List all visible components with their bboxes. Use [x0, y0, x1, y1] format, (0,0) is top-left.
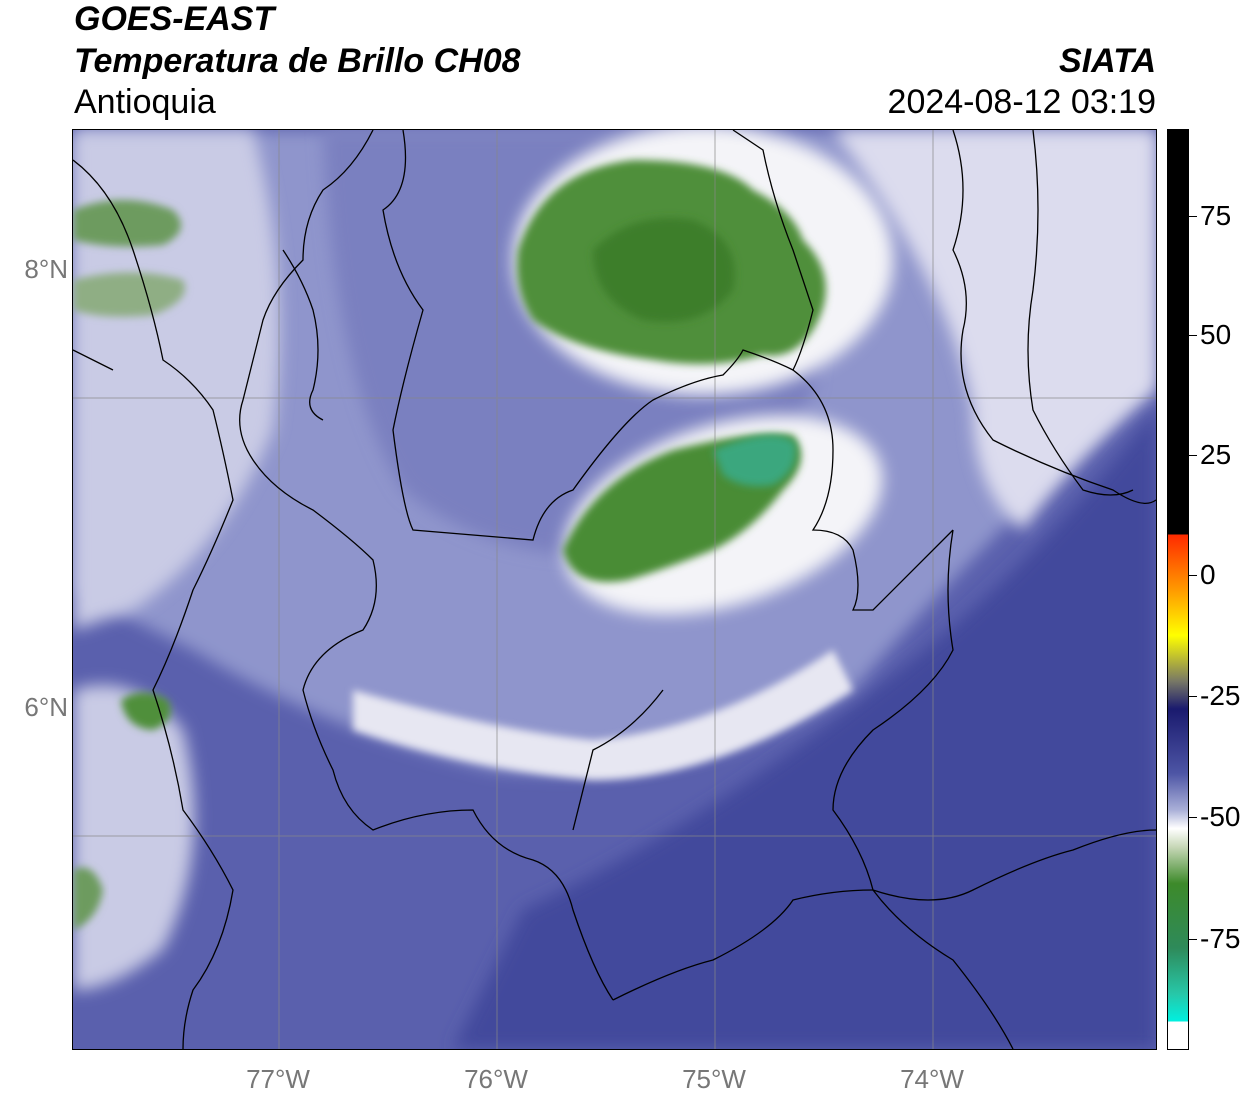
- convective-cell-northwest: [73, 200, 181, 247]
- valle-de-aburra-boundary: [572, 689, 664, 831]
- cloud-west-north: [73, 130, 280, 630]
- department-boundary-south: [612, 889, 874, 1001]
- colorbar-label: 50: [1200, 319, 1232, 350]
- lat-tick-label: 8°N: [24, 254, 68, 284]
- colorbar-label: -75: [1200, 923, 1241, 954]
- convective-core-center-cold: [713, 435, 797, 487]
- region-label: Antioquia: [74, 83, 216, 121]
- convective-cell-southwest-edge: [73, 867, 103, 930]
- datetime-label: 2024-08-12 03:19: [887, 83, 1156, 121]
- convective-core-north-inner: [593, 218, 735, 322]
- cloud-arc: [353, 650, 853, 780]
- cloud-east: [833, 130, 1156, 530]
- brightness-temperature-map: [73, 130, 1156, 1049]
- colorbar-label: 75: [1200, 200, 1232, 231]
- colorbar-label: 25: [1200, 439, 1232, 470]
- river-boundary-east: [1027, 130, 1134, 496]
- colorbar-tick: [1189, 216, 1197, 217]
- lat-tick-label: 6°N: [24, 692, 68, 722]
- colorbar-tick: [1189, 335, 1197, 336]
- cloud-west-south: [73, 685, 195, 990]
- gulf-of-uraba-coast: [282, 249, 324, 421]
- boundaries: [73, 130, 1156, 1049]
- clear-sky-region: [453, 410, 1156, 1049]
- colorbar-tick: [1189, 575, 1197, 576]
- lon-tick-label: 76°W: [464, 1064, 528, 1094]
- department-boundary-east: [832, 529, 1014, 1049]
- organization-label: SIATA: [1059, 42, 1156, 80]
- convective-cell-west: [73, 272, 185, 317]
- lon-tick-label: 74°W: [900, 1064, 964, 1094]
- antioquia-boundary-east: [792, 369, 954, 611]
- antioquia-boundary-north: [382, 130, 814, 541]
- gridlines: [73, 130, 1156, 1049]
- department-boundary-southeast: [872, 829, 1156, 901]
- coastline-inlet: [73, 349, 114, 371]
- department-boundary-northeast: [952, 130, 1156, 504]
- colorbar-label: -50: [1200, 801, 1241, 832]
- colorbar-tick: [1189, 455, 1197, 456]
- colorbar-label: -25: [1200, 680, 1241, 711]
- lon-tick-label: 75°W: [682, 1064, 746, 1094]
- colorbar-tick: [1189, 939, 1197, 940]
- satellite-title: GOES-EAST: [74, 0, 275, 38]
- colorbar-tick: [1189, 817, 1197, 818]
- antioquia-boundary-west: [239, 130, 614, 1001]
- lon-tick-label: 77°W: [246, 1064, 310, 1094]
- temperature-colorbar: [1167, 129, 1189, 1050]
- product-title: Temperatura de Brillo CH08: [74, 42, 521, 80]
- colorbar-tick: [1189, 696, 1197, 697]
- coastline-west: [73, 159, 234, 1049]
- convective-cell-southwest: [121, 692, 171, 730]
- colorbar-label: 0: [1200, 559, 1216, 590]
- map-panel: [72, 129, 1157, 1050]
